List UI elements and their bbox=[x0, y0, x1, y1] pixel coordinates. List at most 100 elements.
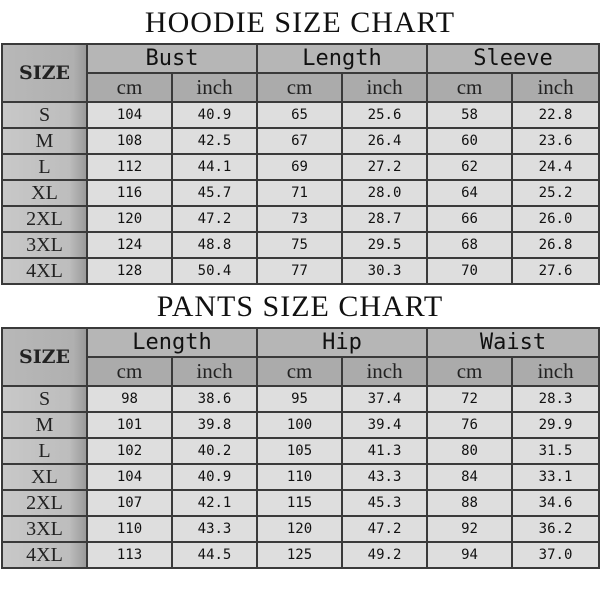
size-header: SIZE bbox=[1, 43, 88, 103]
size-cell: M bbox=[1, 127, 88, 155]
value-cell: 43.3 bbox=[341, 463, 429, 491]
value-cell: 37.0 bbox=[511, 541, 600, 569]
value-cell: 115 bbox=[256, 489, 344, 517]
value-cell: 23.6 bbox=[511, 127, 600, 155]
value-cell: 38.6 bbox=[170, 385, 259, 413]
value-cell: 80 bbox=[426, 437, 514, 465]
value-cell: 105 bbox=[256, 437, 344, 465]
group-header: Length bbox=[85, 327, 259, 358]
value-cell: 107 bbox=[86, 489, 173, 517]
table-row: 3XL 124 48.8 75 29.5 68 26.8 bbox=[1, 231, 600, 259]
value-cell: 68 bbox=[426, 231, 514, 259]
value-cell: 124 bbox=[86, 231, 173, 259]
value-cell: 67 bbox=[256, 127, 344, 155]
value-cell: 28.7 bbox=[341, 205, 429, 233]
group-header-row: SIZE Length Hip Waist bbox=[1, 327, 600, 387]
value-cell: 29.5 bbox=[341, 231, 429, 259]
table-row: L 112 44.1 69 27.2 62 24.4 bbox=[1, 153, 600, 181]
size-chart-page: HOODIE SIZE CHART SIZE Bust Length Sleeve cm… bbox=[1, 6, 600, 569]
table-row: 4XL 128 50.4 77 30.3 70 27.6 bbox=[1, 257, 600, 285]
table-row: 2XL 120 47.2 73 28.7 66 26.0 bbox=[1, 205, 600, 233]
value-cell: 31.5 bbox=[511, 437, 600, 465]
value-cell: 94 bbox=[426, 541, 514, 569]
size-cell: 3XL bbox=[1, 515, 88, 543]
table-row: XL 104 40.9 110 43.3 84 33.1 bbox=[1, 463, 600, 491]
size-cell: 4XL bbox=[1, 257, 88, 285]
unit-header-row: cm inch cm inch cm inch bbox=[2, 72, 600, 103]
size-cell: 3XL bbox=[1, 231, 88, 259]
value-cell: 25.6 bbox=[341, 101, 429, 129]
group-header-row: SIZE Bust Length Sleeve bbox=[1, 43, 600, 103]
value-cell: 41.3 bbox=[341, 437, 429, 465]
table-row: S 104 40.9 65 25.6 58 22.8 bbox=[1, 101, 600, 129]
size-header: SIZE bbox=[1, 327, 88, 387]
unit-header: inch bbox=[511, 72, 600, 103]
value-cell: 45.7 bbox=[170, 179, 259, 207]
value-cell: 100 bbox=[256, 411, 344, 439]
size-cell: XL bbox=[1, 179, 88, 207]
value-cell: 128 bbox=[86, 257, 173, 285]
size-cell: L bbox=[1, 153, 88, 181]
value-cell: 98 bbox=[86, 385, 173, 413]
value-cell: 28.3 bbox=[511, 385, 600, 413]
value-cell: 44.1 bbox=[170, 153, 259, 181]
value-cell: 43.3 bbox=[170, 515, 259, 543]
value-cell: 76 bbox=[426, 411, 514, 439]
table-row: L 102 40.2 105 41.3 80 31.5 bbox=[1, 437, 600, 465]
value-cell: 71 bbox=[256, 179, 344, 207]
unit-header: cm bbox=[256, 356, 344, 387]
value-cell: 39.4 bbox=[341, 411, 429, 439]
value-cell: 113 bbox=[86, 541, 173, 569]
value-cell: 24.4 bbox=[511, 153, 600, 181]
unit-header: inch bbox=[170, 356, 259, 387]
value-cell: 37.4 bbox=[341, 385, 429, 413]
value-cell: 64 bbox=[426, 179, 514, 207]
value-cell: 22.8 bbox=[511, 101, 600, 129]
size-cell: 4XL bbox=[1, 541, 88, 569]
size-cell: L bbox=[1, 437, 88, 465]
unit-header: cm bbox=[426, 356, 514, 387]
group-header: Hip bbox=[256, 327, 429, 358]
size-cell: S bbox=[1, 385, 88, 413]
value-cell: 120 bbox=[86, 205, 173, 233]
value-cell: 62 bbox=[426, 153, 514, 181]
value-cell: 104 bbox=[86, 101, 173, 129]
table-row: S 98 38.6 95 37.4 72 28.3 bbox=[1, 385, 600, 413]
value-cell: 34.6 bbox=[511, 489, 600, 517]
value-cell: 84 bbox=[426, 463, 514, 491]
value-cell: 116 bbox=[86, 179, 173, 207]
table-row: 2XL 107 42.1 115 45.3 88 34.6 bbox=[1, 489, 600, 517]
size-cell: 2XL bbox=[1, 489, 88, 517]
size-cell: S bbox=[1, 101, 88, 129]
size-cell: 2XL bbox=[1, 205, 88, 233]
table-row: 3XL 110 43.3 120 47.2 92 36.2 bbox=[1, 515, 600, 543]
unit-header: inch bbox=[341, 72, 429, 103]
value-cell: 45.3 bbox=[341, 489, 429, 517]
table-row: 4XL 113 44.5 125 49.2 94 37.0 bbox=[1, 541, 600, 569]
value-cell: 25.2 bbox=[511, 179, 600, 207]
table-row: M 101 39.8 100 39.4 76 29.9 bbox=[1, 411, 600, 439]
value-cell: 108 bbox=[86, 127, 173, 155]
value-cell: 42.5 bbox=[170, 127, 259, 155]
unit-header: inch bbox=[170, 72, 259, 103]
hoodie-chart-title: HOODIE SIZE CHART bbox=[144, 6, 456, 39]
value-cell: 27.6 bbox=[511, 257, 600, 285]
value-cell: 102 bbox=[86, 437, 173, 465]
pants-size-table: SIZE Length Hip Waist cm inch cm inch cm inch S 98 3… bbox=[1, 327, 600, 569]
unit-header: cm bbox=[86, 72, 173, 103]
group-header: Bust bbox=[85, 43, 259, 74]
value-cell: 60 bbox=[426, 127, 514, 155]
value-cell: 120 bbox=[256, 515, 344, 543]
value-cell: 48.8 bbox=[170, 231, 259, 259]
table-row: M 108 42.5 67 26.4 60 23.6 bbox=[1, 127, 600, 155]
value-cell: 77 bbox=[256, 257, 344, 285]
value-cell: 50.4 bbox=[170, 257, 259, 285]
value-cell: 112 bbox=[86, 153, 173, 181]
value-cell: 26.4 bbox=[341, 127, 429, 155]
value-cell: 125 bbox=[256, 541, 344, 569]
value-cell: 33.1 bbox=[511, 463, 600, 491]
hoodie-size-table: SIZE Bust Length Sleeve cm inch cm inch cm inch S 1… bbox=[1, 43, 600, 285]
value-cell: 39.8 bbox=[170, 411, 259, 439]
value-cell: 104 bbox=[86, 463, 173, 491]
unit-header: inch bbox=[341, 356, 429, 387]
